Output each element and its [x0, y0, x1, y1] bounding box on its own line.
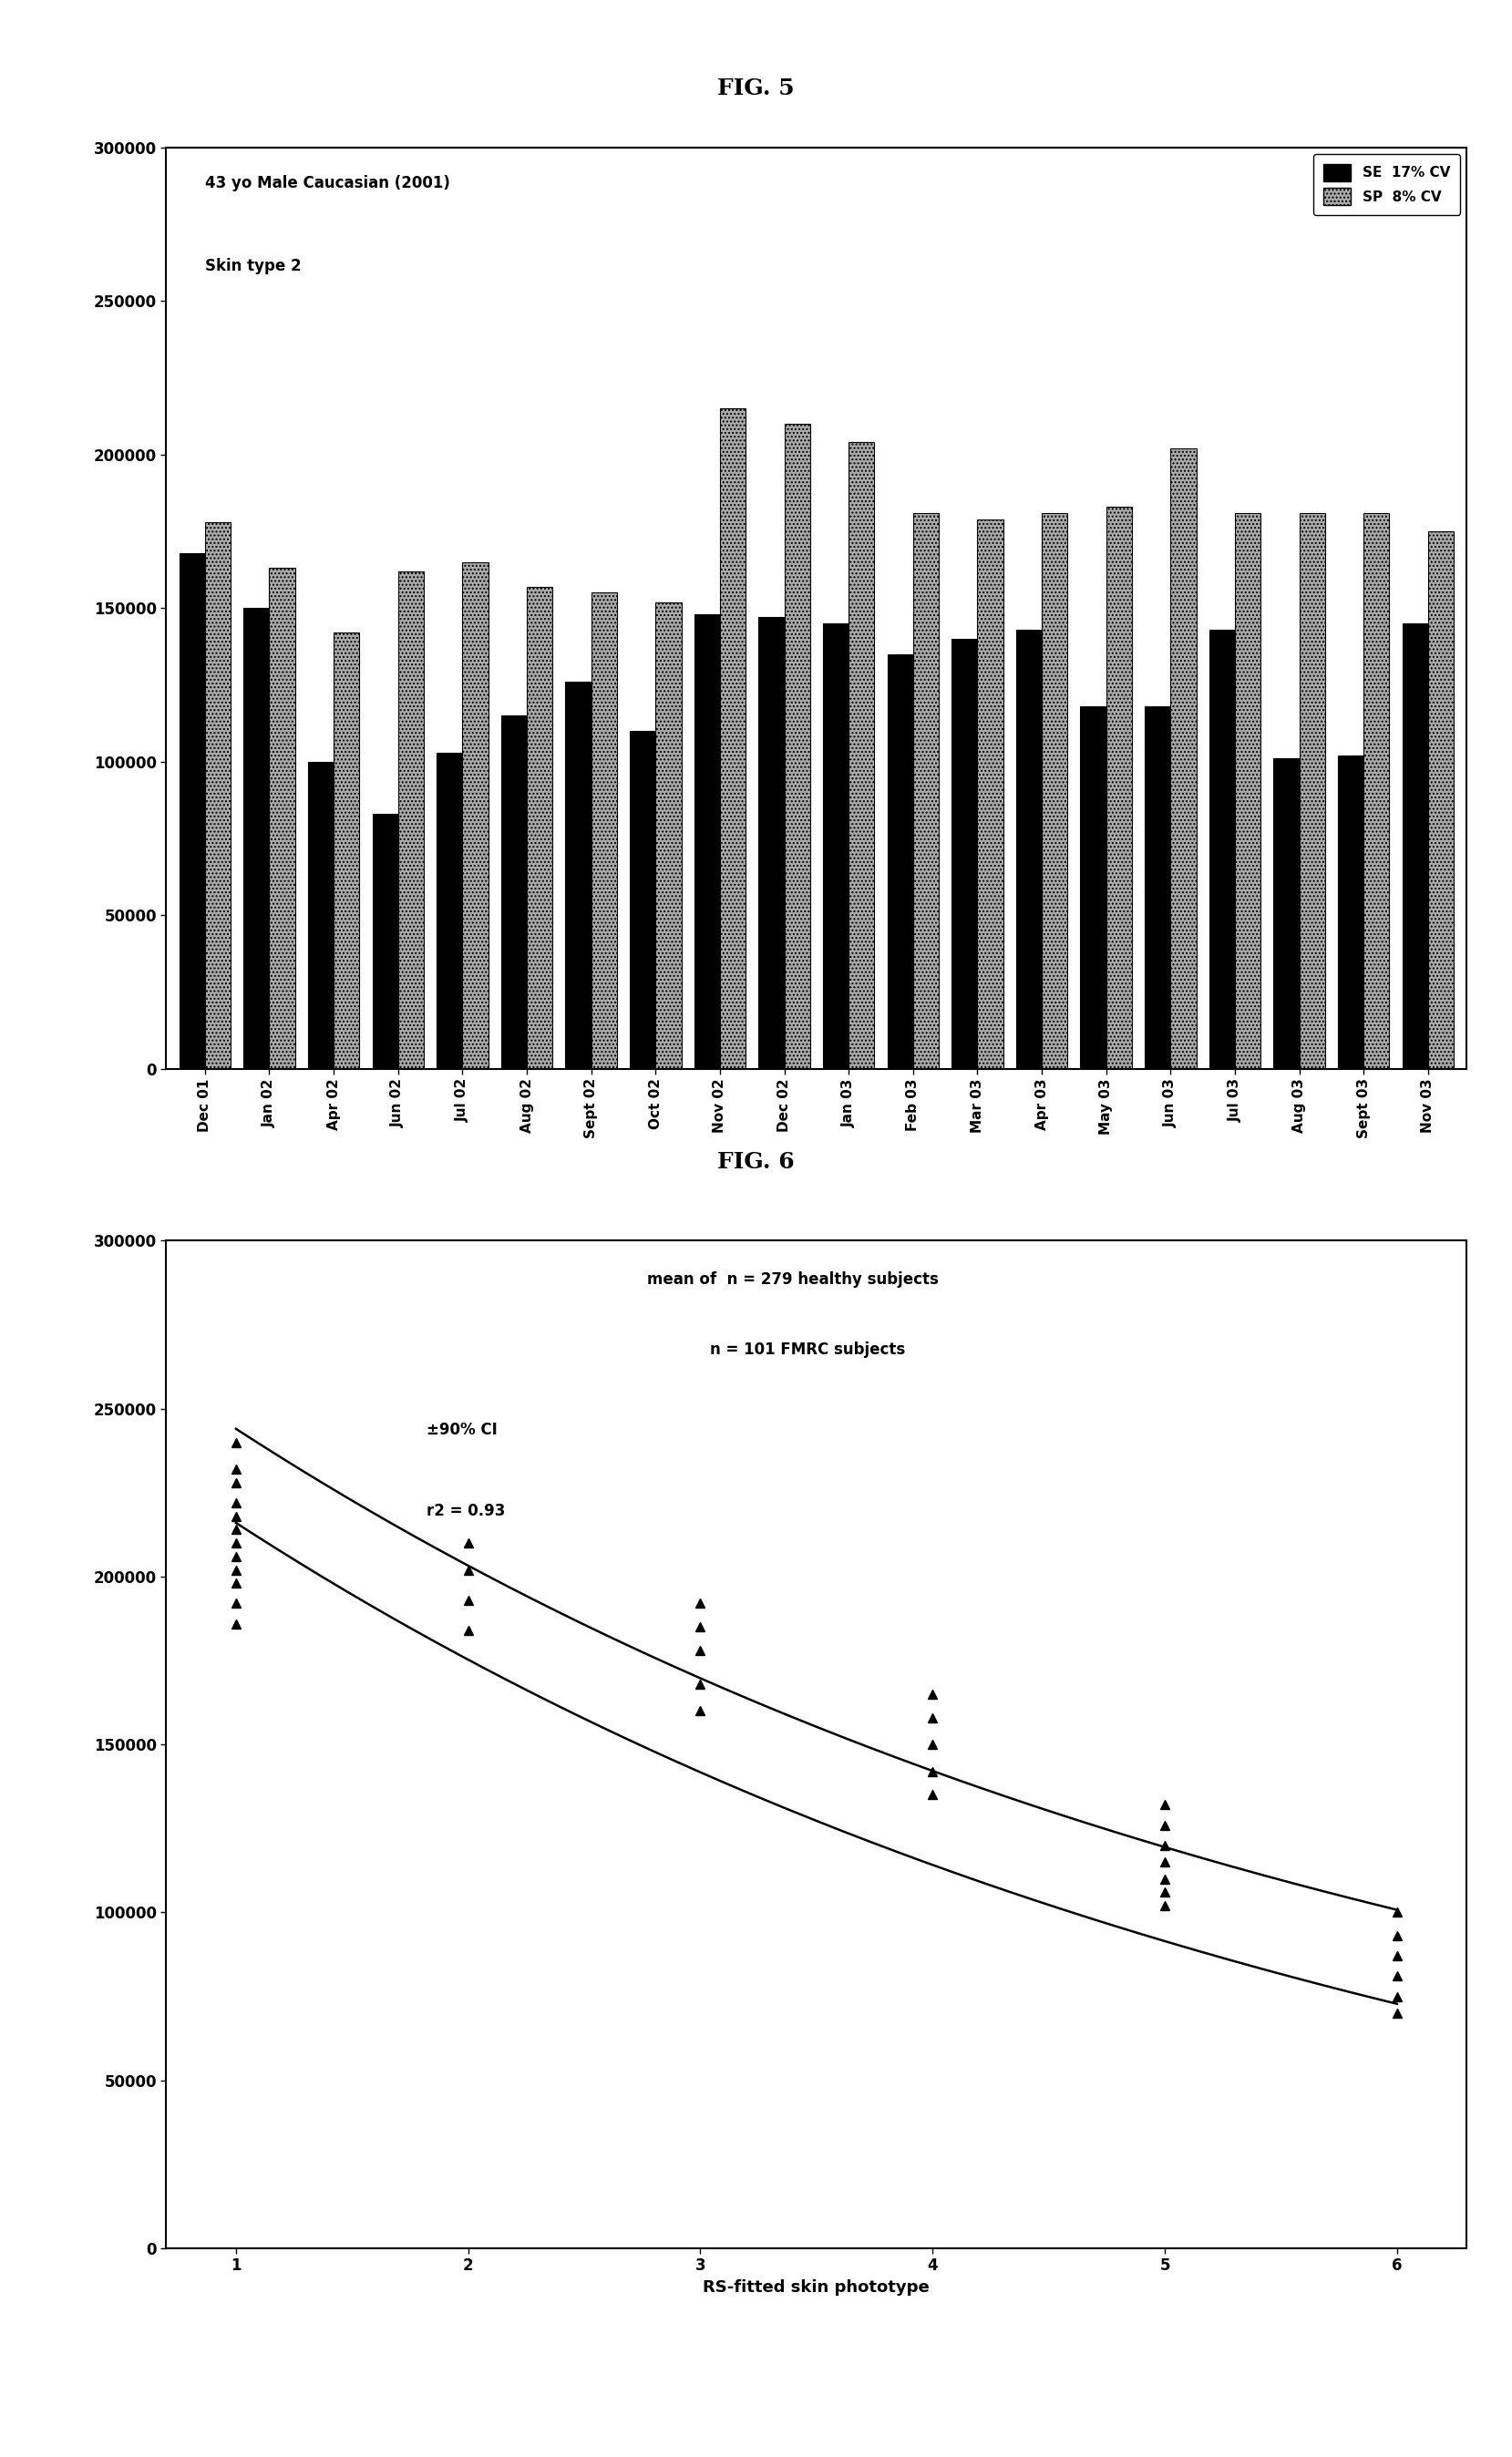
- Legend: SE  17% CV, SP  8% CV: SE 17% CV, SP 8% CV: [1314, 155, 1459, 214]
- Bar: [1338, 757, 1364, 1069]
- Bar: [823, 624, 848, 1069]
- Bar: [591, 592, 617, 1069]
- Text: mean of  n = 279 healthy subjects: mean of n = 279 healthy subjects: [647, 1270, 939, 1287]
- Bar: [180, 553, 206, 1069]
- Bar: [1273, 759, 1299, 1069]
- X-axis label: RS-fitted skin phototype: RS-fitted skin phototype: [703, 2280, 930, 2295]
- Bar: [913, 514, 939, 1069]
- Bar: [565, 683, 591, 1069]
- Bar: [1210, 629, 1235, 1069]
- Bar: [694, 614, 720, 1069]
- Bar: [631, 732, 656, 1069]
- Bar: [977, 518, 1002, 1069]
- Bar: [720, 408, 745, 1069]
- Bar: [437, 752, 463, 1069]
- Bar: [1107, 506, 1132, 1069]
- Bar: [1235, 514, 1261, 1069]
- Bar: [951, 639, 977, 1069]
- Bar: [1427, 531, 1453, 1069]
- Bar: [1364, 514, 1390, 1069]
- Bar: [888, 654, 913, 1069]
- Bar: [398, 572, 423, 1069]
- Bar: [243, 609, 269, 1069]
- Bar: [269, 568, 295, 1069]
- Text: Skin type 2: Skin type 2: [206, 258, 301, 275]
- Bar: [1042, 514, 1067, 1069]
- Bar: [848, 442, 874, 1069]
- Bar: [1016, 629, 1042, 1069]
- Text: FIG. 5: FIG. 5: [717, 79, 795, 98]
- Bar: [1299, 514, 1325, 1069]
- Bar: [308, 762, 334, 1069]
- Bar: [1081, 708, 1107, 1069]
- Bar: [1145, 708, 1170, 1069]
- Text: n = 101 FMRC subjects: n = 101 FMRC subjects: [647, 1342, 906, 1359]
- Bar: [1402, 624, 1427, 1069]
- Text: r2 = 0.93: r2 = 0.93: [426, 1504, 505, 1518]
- Bar: [656, 602, 682, 1069]
- Bar: [372, 813, 398, 1069]
- Bar: [334, 634, 360, 1069]
- Text: FIG. 6: FIG. 6: [717, 1152, 795, 1172]
- Bar: [785, 425, 810, 1069]
- Bar: [1170, 450, 1196, 1069]
- Bar: [526, 587, 552, 1069]
- Text: ±90% CI: ±90% CI: [426, 1423, 497, 1437]
- Bar: [759, 617, 785, 1069]
- Bar: [463, 563, 488, 1069]
- Text: 43 yo Male Caucasian (2001): 43 yo Male Caucasian (2001): [206, 174, 451, 192]
- Bar: [206, 523, 231, 1069]
- Bar: [500, 715, 526, 1069]
